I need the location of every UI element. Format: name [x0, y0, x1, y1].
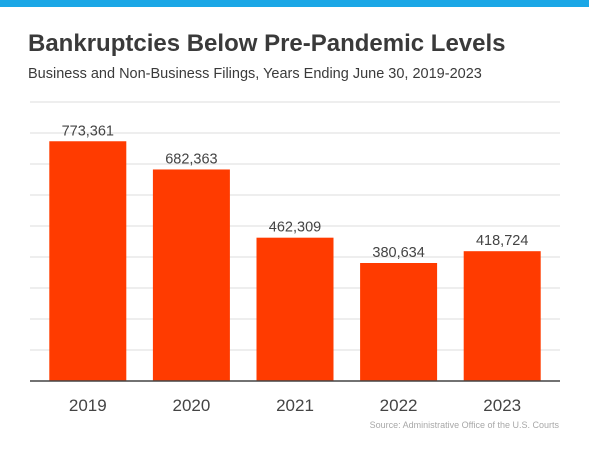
chart-title: Bankruptcies Below Pre-Pandemic Levels: [28, 30, 506, 57]
x-tick-label-2021: 2021: [276, 396, 314, 415]
x-tick-label-2019: 2019: [69, 396, 107, 415]
bar-2023: [463, 251, 541, 381]
x-tick-label-2020: 2020: [172, 396, 210, 415]
bar-2021: [256, 237, 334, 381]
data-label-2022: 380,634: [372, 245, 424, 261]
data-label-2019: 773,361: [62, 123, 114, 139]
data-label-2020: 682,363: [165, 151, 217, 167]
top-accent-bar: [0, 0, 589, 7]
source-note: Source: Administrative Office of the U.S…: [369, 420, 559, 430]
bar-2022: [360, 263, 438, 381]
chart-subtitle: Business and Non-Business Filings, Years…: [28, 66, 482, 82]
x-tick-label-2023: 2023: [483, 396, 521, 415]
data-label-2021: 462,309: [269, 220, 321, 236]
bar-2020: [152, 169, 230, 381]
x-tick-label-2022: 2022: [380, 396, 418, 415]
data-label-2023: 418,724: [476, 233, 528, 249]
bar-2019: [49, 141, 127, 381]
